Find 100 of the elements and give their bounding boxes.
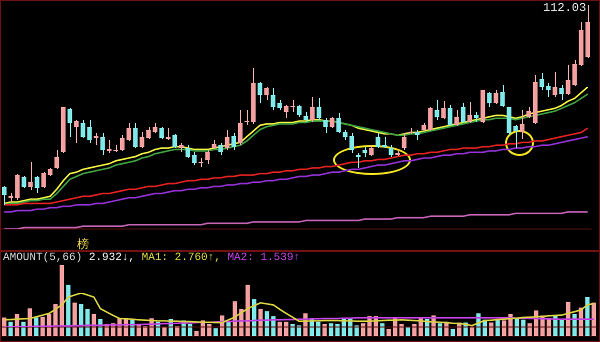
bar	[322, 324, 327, 336]
candlestick	[22, 176, 26, 188]
candlestick	[2, 186, 7, 206]
candlestick	[224, 130, 230, 150]
candlestick	[74, 120, 79, 144]
bar	[232, 301, 238, 336]
text: MA2: 1.539↑	[226, 252, 300, 264]
annotation: 112.03	[543, 1, 586, 15]
candlestick	[572, 60, 577, 86]
bar	[252, 299, 256, 336]
candlestick	[362, 146, 368, 158]
candlestick	[342, 130, 348, 140]
bar	[521, 320, 526, 336]
candlestick	[310, 96, 315, 122]
bar	[34, 318, 38, 336]
bar	[78, 304, 84, 336]
bar	[60, 265, 64, 336]
bar	[246, 284, 250, 336]
candlestick	[54, 150, 60, 170]
candlestick	[467, 102, 472, 124]
candlestick	[500, 84, 505, 108]
candlestick	[323, 118, 328, 134]
bar	[560, 320, 564, 336]
bar	[380, 323, 384, 336]
candlestick	[402, 132, 406, 150]
bar	[162, 327, 167, 336]
bar	[528, 323, 532, 336]
candlestick	[316, 98, 322, 120]
candlestick	[264, 86, 269, 100]
candlestick	[126, 122, 132, 142]
bar	[143, 326, 148, 336]
candlestick	[487, 92, 492, 108]
candlestick	[382, 136, 387, 148]
bar	[450, 328, 455, 336]
candlestick	[284, 104, 288, 118]
candlestick	[205, 150, 210, 164]
candlestick	[218, 142, 223, 156]
bar	[502, 320, 506, 336]
bar	[495, 320, 500, 336]
bar	[92, 314, 96, 336]
candlestick	[100, 132, 105, 156]
candlestick	[349, 132, 354, 154]
candlestick	[414, 130, 420, 140]
bar	[470, 327, 474, 336]
candlestick	[94, 132, 98, 146]
text: 2.932↓,	[88, 252, 136, 264]
candlestick	[68, 108, 72, 138]
bar	[514, 318, 520, 336]
candlestick	[448, 104, 452, 126]
candlestick	[546, 82, 551, 98]
candlestick	[166, 128, 170, 140]
bar	[72, 302, 77, 336]
candlestick	[369, 144, 374, 156]
candlestick	[336, 112, 341, 134]
candlestick	[238, 110, 243, 146]
candlestick	[434, 100, 440, 120]
candlestick	[376, 132, 380, 148]
candlestick	[34, 176, 40, 194]
candlestick	[146, 126, 151, 140]
bar	[207, 324, 212, 336]
bar	[585, 296, 590, 336]
bar	[40, 316, 45, 336]
candlestick	[296, 104, 302, 118]
candlestick	[106, 140, 112, 154]
candlestick	[186, 144, 190, 158]
chart-title: AMOUNT(5,66)	[3, 252, 82, 264]
text: 榜	[77, 237, 89, 252]
candlestick	[454, 110, 459, 126]
candlestick	[356, 152, 361, 168]
candlestick	[277, 100, 282, 110]
candlestick	[15, 174, 20, 200]
candlestick	[192, 152, 197, 166]
candlestick	[540, 72, 544, 90]
bar	[194, 331, 199, 336]
candlestick	[304, 112, 308, 122]
bar	[8, 322, 13, 336]
bar	[284, 322, 288, 336]
candlestick	[460, 102, 466, 124]
candlestick	[120, 134, 125, 152]
text: MA1: 2.760↑,	[140, 252, 221, 264]
candlestick	[140, 132, 144, 148]
candlestick	[494, 90, 498, 104]
candlestick	[559, 84, 564, 100]
candlestick	[428, 106, 433, 132]
candlestick	[172, 134, 178, 148]
candlestick	[566, 64, 570, 96]
candlestick	[520, 110, 524, 140]
candlestick	[87, 120, 92, 144]
bar	[406, 327, 410, 336]
candlestick	[244, 110, 250, 126]
bar	[489, 322, 494, 336]
bar	[28, 308, 32, 336]
candlestick	[258, 82, 262, 104]
candlestick	[290, 100, 296, 112]
bar	[2, 318, 6, 336]
candlestick	[441, 100, 446, 120]
candlestick	[152, 122, 158, 134]
candlestick	[513, 124, 518, 148]
candlestick	[388, 144, 394, 158]
candlestick	[159, 126, 164, 140]
